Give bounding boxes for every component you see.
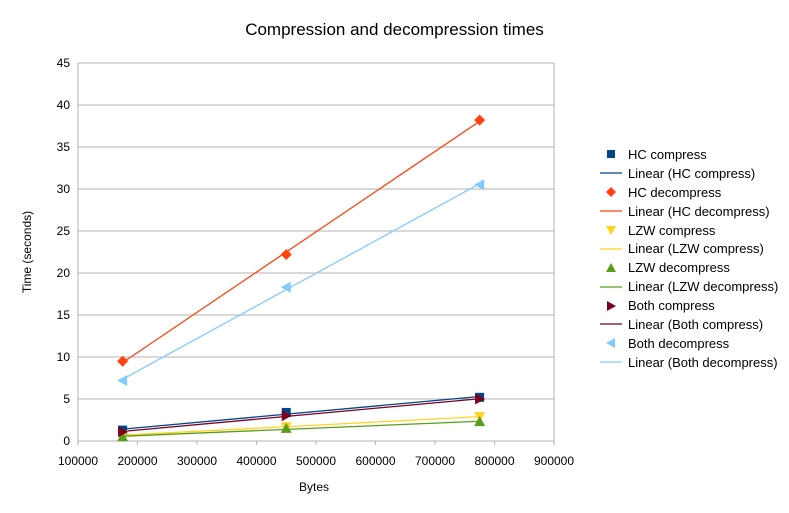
point-hc-decompress-2 — [474, 114, 486, 126]
legend-item-trend-hc-compress: Linear (HC compress) — [600, 164, 778, 183]
x-tick-label-100000: 100000 — [58, 454, 98, 468]
legend-trend-label-hc-compress: Linear (HC compress) — [628, 165, 756, 181]
x-tick-label-300000: 300000 — [177, 454, 217, 468]
legend-line-hc-decompress — [600, 205, 622, 217]
point-both-compress-1 — [281, 410, 292, 422]
point-both-decompress-1 — [280, 281, 291, 293]
point-both-decompress-2 — [474, 179, 485, 191]
y-tick-label-40: 40 — [57, 98, 71, 112]
y-tick-label-45: 45 — [57, 56, 71, 70]
legend-line-hc-compress — [600, 167, 622, 179]
y-tick-label-5: 5 — [63, 392, 70, 406]
legend-label-hc-compress: HC compress — [628, 146, 707, 162]
y-tick-label-20: 20 — [57, 266, 71, 280]
legend-marker-shape-hc-decompress — [606, 187, 616, 198]
legend-marker-both-compress — [600, 300, 622, 312]
trendline-both-decompress — [122, 183, 480, 380]
legend-item-lzw-compress: LZW compress — [600, 221, 778, 240]
point-lzw-decompress-0 — [117, 431, 129, 442]
axes — [77, 63, 555, 445]
legend-marker-hc-compress — [600, 148, 622, 160]
legend-trend-label-lzw-compress: Linear (LZW compress) — [628, 241, 764, 257]
legend-label-both-decompress: Both decompress — [628, 335, 730, 351]
trendline-hc-decompress — [122, 120, 480, 364]
x-axis-label: Bytes — [299, 480, 329, 494]
x-tick-label-200000: 200000 — [117, 454, 157, 468]
point-lzw-decompress-1 — [280, 422, 292, 433]
legend-marker-shape-lzw-decompress — [606, 262, 616, 272]
legend-item-hc-decompress: HC decompress — [600, 183, 778, 202]
point-both-decompress-0 — [117, 375, 128, 387]
x-tick-label-900000: 900000 — [534, 454, 574, 468]
legend-label-lzw-compress: LZW compress — [628, 222, 716, 238]
point-hc-decompress-1 — [280, 249, 292, 261]
data-markers — [117, 114, 486, 442]
legend-marker-shape-both-decompress — [606, 338, 615, 349]
legend-marker-lzw-decompress — [600, 262, 622, 274]
legend-marker-shape-lzw-compress — [606, 226, 616, 235]
legend-marker-shape-hc-compress — [607, 150, 615, 159]
chart-title: Compression and decompression times — [245, 20, 544, 39]
point-hc-compress-1 — [281, 407, 291, 417]
x-tick-label-500000: 500000 — [296, 454, 336, 468]
trendline-lzw-compress — [122, 416, 480, 436]
trendline-hc-compress — [122, 395, 480, 430]
legend-trend-label-lzw-decompress: Linear (LZW decompress) — [628, 279, 779, 295]
legend-marker-both-decompress — [600, 337, 622, 349]
point-hc-decompress-0 — [117, 355, 129, 367]
legend-marker-shape-both-compress — [607, 300, 616, 311]
point-lzw-decompress-2 — [474, 416, 486, 427]
legend-marker-hc-decompress — [600, 186, 622, 198]
legend-trend-label-hc-decompress: Linear (HC decompress) — [628, 203, 770, 219]
legend-item-trend-both-compress: Linear (Both compress) — [600, 315, 778, 334]
legend-item-trend-lzw-decompress: Linear (LZW decompress) — [600, 277, 778, 296]
legend-item-both-compress: Both compress — [600, 296, 778, 315]
legend-marker-lzw-compress — [600, 224, 622, 236]
legend-label-both-compress: Both compress — [628, 298, 715, 314]
y-tick-label-10: 10 — [57, 350, 71, 364]
x-tick-label-800000: 800000 — [474, 454, 514, 468]
y-tick-label-35: 35 — [57, 140, 71, 154]
x-tick-label-400000: 400000 — [236, 454, 276, 468]
trendlines — [122, 120, 480, 437]
legend-line-lzw-compress — [600, 243, 622, 255]
tick-labels: 0 5 10 15 20 25 30 35 40 45 100000 200000 300000 4000… — [57, 56, 575, 468]
legend-trend-label-both-compress: Linear (Both compress) — [628, 316, 764, 332]
y-tick-label-30: 30 — [57, 182, 71, 196]
legend-line-lzw-decompress — [600, 281, 622, 293]
point-both-compress-0 — [118, 426, 129, 438]
legend-item-trend-lzw-compress: Linear (LZW compress) — [600, 239, 778, 258]
legend-item-hc-compress: HC compress — [600, 145, 778, 164]
x-tick-label-700000: 700000 — [415, 454, 455, 468]
trendline-lzw-decompress — [122, 420, 480, 437]
point-both-compress-2 — [475, 393, 486, 405]
legend-item-lzw-decompress: LZW decompress — [600, 258, 778, 277]
y-tick-label-25: 25 — [57, 224, 71, 238]
legend-label-lzw-decompress: LZW decompress — [628, 260, 730, 276]
trendline-both-compress — [122, 398, 480, 433]
y-axis-label: Time (seconds) — [20, 211, 34, 293]
legend-item-trend-hc-decompress: Linear (HC decompress) — [600, 202, 778, 221]
legend-label-hc-decompress: HC decompress — [628, 184, 722, 200]
legend-line-both-compress — [600, 318, 622, 330]
legend: HC compress Linear (HC compress) HC decomp… — [600, 145, 778, 372]
legend-item-both-decompress: Both decompress — [600, 334, 778, 353]
y-tick-label-15: 15 — [57, 308, 71, 322]
y-tick-label-0: 0 — [63, 434, 70, 448]
legend-line-both-decompress — [600, 356, 622, 368]
legend-item-trend-both-decompress: Linear (Both decompress) — [600, 353, 778, 372]
legend-trend-label-both-decompress: Linear (Both decompress) — [628, 354, 778, 370]
x-tick-label-600000: 600000 — [355, 454, 395, 468]
